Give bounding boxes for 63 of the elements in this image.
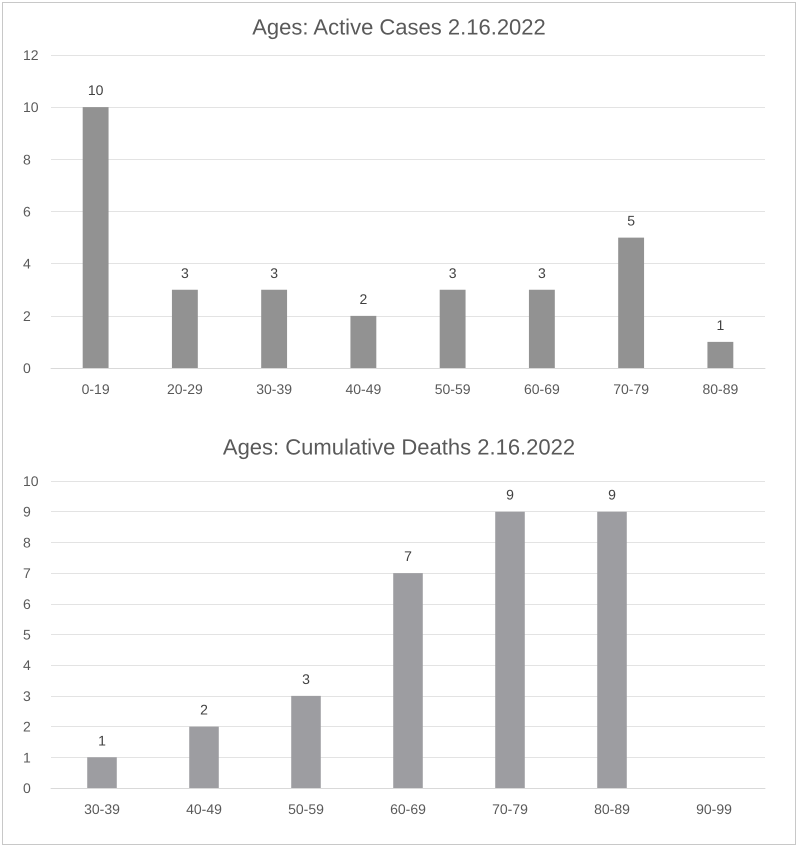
data-label: 3	[448, 264, 457, 281]
y-tick-label: 10	[23, 473, 39, 489]
bar	[261, 290, 288, 368]
x-tick-label: 50-59	[288, 801, 324, 817]
bar	[528, 290, 555, 368]
bar	[350, 316, 376, 368]
y-tick-label: 8	[23, 534, 31, 550]
data-label: 9	[506, 486, 514, 503]
x-tick-label: 20-29	[166, 381, 203, 397]
data-label: 3	[180, 264, 189, 281]
bar	[440, 290, 466, 368]
x-tick-label: 80-89	[594, 801, 630, 817]
y-tick-label: 1	[23, 749, 31, 766]
y-tick-label: 2	[23, 308, 31, 324]
data-label: 5	[627, 212, 636, 229]
data-label: 1	[716, 316, 724, 333]
x-tick-label: 40-49	[186, 801, 222, 817]
data-label: 9	[608, 486, 616, 503]
y-tick-label: 10	[23, 99, 39, 116]
data-label: 7	[404, 548, 412, 564]
x-tick-label: 70-79	[613, 381, 650, 397]
data-label: 10	[88, 82, 104, 98]
y-tick-label: 3	[23, 688, 31, 704]
bar	[393, 573, 423, 788]
bar	[189, 726, 219, 788]
y-tick-label: 0	[23, 360, 31, 376]
x-tick-label: 80-89	[702, 381, 738, 397]
x-tick-label: 30-39	[84, 801, 120, 817]
data-label: 1	[98, 732, 106, 748]
y-tick-label: 9	[23, 504, 31, 520]
x-tick-label: 90-99	[696, 801, 732, 817]
bar	[82, 107, 109, 368]
y-tick-label: 6	[23, 204, 31, 220]
y-tick-label: 0	[23, 780, 31, 796]
bar	[291, 696, 321, 788]
x-tick-label: 60-69	[524, 381, 560, 397]
bar	[618, 238, 644, 368]
data-label: 3	[270, 264, 278, 281]
y-tick-label: 2	[23, 718, 31, 735]
bar	[597, 512, 627, 788]
y-tick-label: 5	[23, 626, 31, 642]
data-label: 2	[359, 290, 368, 307]
x-tick-label: 30-39	[256, 381, 292, 397]
x-tick-label: 60-69	[390, 801, 426, 817]
bar	[495, 512, 525, 788]
y-tick-label: 12	[23, 47, 39, 63]
chart-title: Ages: Active Cases 2.16.2022	[252, 14, 546, 40]
y-tick-label: 8	[23, 151, 31, 168]
x-tick-label: 40-49	[345, 381, 382, 397]
bar	[87, 757, 117, 788]
data-label: 3	[302, 670, 310, 687]
y-tick-label: 4	[23, 256, 31, 272]
chart-title: Ages: Cumulative Deaths 2.16.2022	[222, 434, 576, 460]
bar	[172, 290, 198, 368]
data-label: 2	[200, 702, 208, 718]
x-tick-label: 0-19	[82, 381, 110, 397]
bar	[707, 342, 734, 368]
y-tick-label: 6	[23, 596, 31, 612]
x-tick-label: 50-59	[434, 381, 471, 397]
x-tick-label: 70-79	[492, 801, 528, 817]
data-label: 3	[538, 264, 546, 281]
y-tick-label: 4	[23, 657, 31, 674]
y-tick-label: 7	[23, 565, 31, 582]
